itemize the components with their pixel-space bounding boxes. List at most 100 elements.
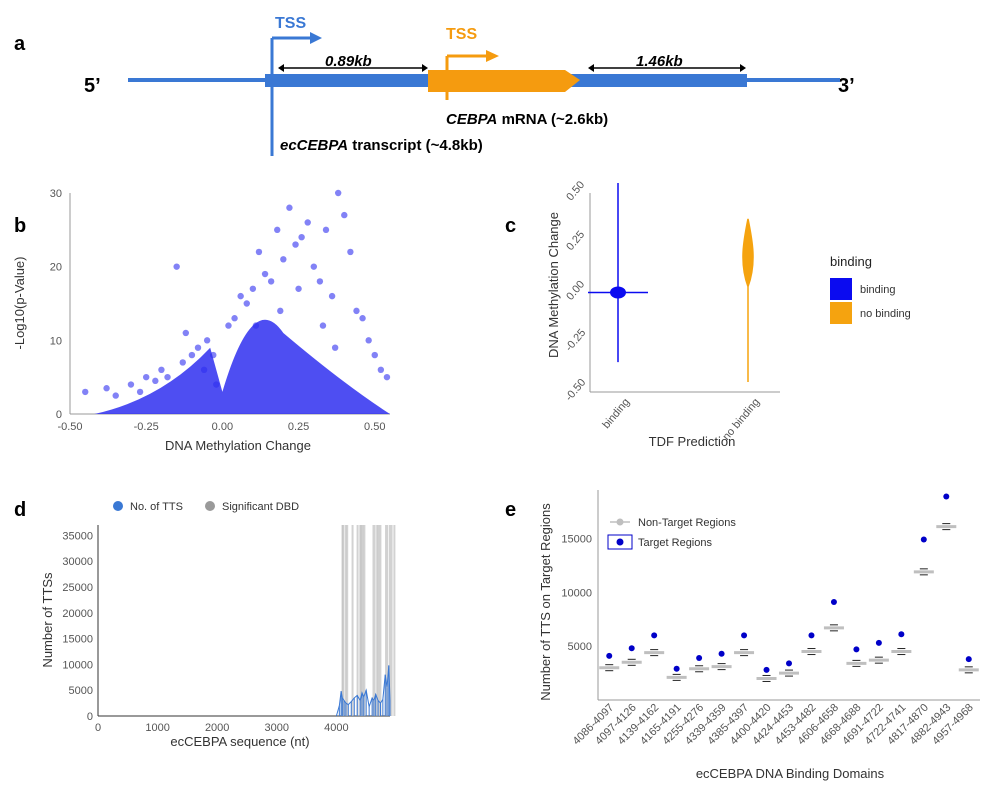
b-x-tick-label: 0.25 <box>288 421 309 433</box>
b-y-tick-label: 30 <box>50 188 62 200</box>
c-x-axis-title: TDF Prediction <box>649 434 736 449</box>
b-scatter-point <box>310 263 318 270</box>
d-y-tick-label: 20000 <box>62 608 93 620</box>
e-target-point <box>628 645 635 652</box>
d-significant-dbd-band <box>344 525 347 716</box>
b-scatter-point <box>237 292 244 300</box>
b-scatter-point <box>210 351 217 359</box>
d-ticks: 0 1000 2000 3000 4000 0 5000 10000 15000 20000 250… <box>62 530 348 734</box>
d-y-tick-label: 15000 <box>62 634 93 646</box>
b-scatter-point <box>173 263 180 270</box>
distance-label-left: 0.89kb <box>325 53 372 70</box>
e-target-point <box>651 632 658 639</box>
e-y-tick-label: 10000 <box>561 587 592 599</box>
distance-arrowhead-right-end-icon <box>740 64 746 72</box>
e-y-tick-label: 5000 <box>568 641 592 653</box>
e-target-point <box>943 493 950 500</box>
panel-e: e Non-Target Regions Target Regions 5000… <box>505 490 980 781</box>
e-target-point <box>763 666 770 673</box>
d-x-axis-title: ecCEBPA sequence (nt) <box>170 734 309 749</box>
d-significant-dbd-band <box>360 525 363 716</box>
b-scatter-point <box>261 270 269 278</box>
b-scatter-point <box>322 226 330 234</box>
distance-arrowhead-left-end-icon <box>422 64 428 72</box>
c-y-tick-label: 0.00 <box>564 279 587 303</box>
d-x-tick-label: 3000 <box>265 722 289 734</box>
b-y-tick-label: 0 <box>56 409 62 421</box>
e-target-point <box>808 632 815 639</box>
c-legend-title: binding <box>830 254 872 269</box>
e-legend-label-non-target: Non-Target Regions <box>638 517 736 529</box>
b-x-tick-label: 0.50 <box>364 421 385 433</box>
e-target-point <box>830 599 837 605</box>
d-legend: No. of TTS Significant DBD <box>113 501 299 513</box>
b-scatter-point <box>182 329 190 337</box>
b-scatter-point <box>213 381 220 388</box>
e-target-point <box>606 652 613 659</box>
b-scatter-point <box>203 337 211 344</box>
b-scatter-point <box>158 366 165 373</box>
b-y-tick-label: 20 <box>50 262 62 274</box>
d-x-tick-label: 0 <box>95 722 101 734</box>
b-scatter-point <box>319 322 327 329</box>
panel-d: d No. of TTS Significant DBD 0 1000 2000 30… <box>14 499 396 749</box>
distance-arrowhead-right-start-icon <box>588 64 594 72</box>
c-y-tick-label: -0.50 <box>563 377 588 404</box>
b-scatter-point <box>103 385 110 392</box>
c-legend-swatch-binding <box>830 278 852 300</box>
b-scatter-point <box>249 285 257 292</box>
e-ticks: 500010000150004086-40974097-41264139-416… <box>561 533 975 747</box>
d-significant-dbd-band <box>385 525 389 716</box>
d-significant-dbd-band <box>393 525 396 716</box>
b-x-tick-label: 0.00 <box>212 421 233 433</box>
b-scatter-point <box>112 392 119 399</box>
d-x-tick-label: 2000 <box>205 722 229 734</box>
b-scatter-point <box>255 248 263 256</box>
c-legend: binding binding no binding <box>830 254 911 324</box>
b-scatter-point <box>225 322 232 329</box>
b-scatter-point <box>280 256 287 263</box>
transcript-description: transcript (~4.8kb) <box>348 137 483 154</box>
c-y-tick-label: 0.50 <box>564 179 587 203</box>
d-legend-label-tts: No. of TTS <box>130 501 183 513</box>
e-target-point <box>965 656 972 663</box>
b-scatter-point <box>200 366 208 373</box>
mrna-gene-name: CEBPA <box>446 111 497 128</box>
e-legend-box-target <box>607 534 633 550</box>
d-legend-marker-tts <box>113 501 123 511</box>
e-legend-label-target: Target Regions <box>638 537 712 549</box>
e-target-point <box>718 650 725 657</box>
d-y-tick-label: 30000 <box>62 556 93 568</box>
c-violins <box>588 183 754 383</box>
b-scatter-point <box>304 219 311 226</box>
three-prime-label: 3’ <box>838 75 855 97</box>
orange-tss-arrowhead-icon <box>486 50 499 62</box>
b-scatter-point <box>252 322 260 329</box>
transcript-gene-name: ecCEBPA <box>280 137 348 154</box>
b-scatter-point <box>188 351 196 359</box>
CEBPA-mRNA-bar <box>428 70 580 92</box>
b-scatter-point <box>231 315 238 322</box>
b-scatter-point <box>82 388 89 396</box>
d-x-tick-label: 1000 <box>145 722 169 734</box>
e-target-point <box>853 646 860 653</box>
b-scatter-point <box>142 373 150 381</box>
d-significant-dbd-band <box>379 525 382 716</box>
b-scatter-point <box>286 204 293 211</box>
e-target-point <box>673 665 680 672</box>
b-point-cloud <box>94 319 390 414</box>
d-significant-dbd-band <box>361 525 364 716</box>
panel-label-e: e <box>505 499 516 521</box>
e-y-axis-title: Number of TTS on Target Regions <box>538 503 553 701</box>
b-scatter-point <box>152 377 159 385</box>
b-scatter-point <box>243 300 250 307</box>
d-x-tick-label: 4000 <box>324 722 348 734</box>
b-ticks: -0.50 -0.25 0.00 0.25 0.50 0 10 20 30 <box>50 188 386 433</box>
panel-label-a: a <box>14 33 26 55</box>
b-scatter-point <box>267 278 275 285</box>
b-scatter-point <box>341 211 348 219</box>
c-y-tick-label: 0.25 <box>564 229 587 253</box>
orange-tss-label: TSS <box>446 26 477 43</box>
b-scatter-point <box>365 337 372 344</box>
panel-c: c -0.50 -0.25 0.00 0.25 0.50 binding no bindin… <box>505 179 911 449</box>
